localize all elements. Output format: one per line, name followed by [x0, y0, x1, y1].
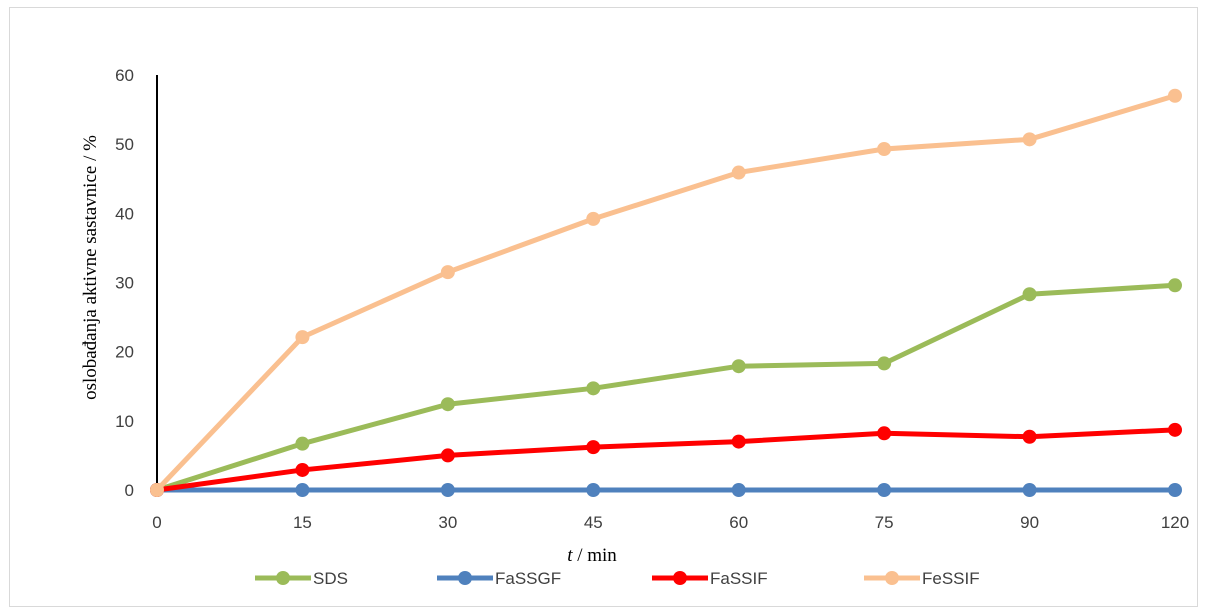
legend-marker: [885, 571, 899, 585]
data-point: [1168, 423, 1182, 437]
legend-item: FeSSIF: [864, 569, 980, 588]
legend-marker: [673, 571, 687, 585]
data-point: [877, 142, 891, 156]
x-tick-label: 75: [875, 513, 894, 532]
y-tick-label: 10: [115, 412, 134, 431]
y-tick-label: 40: [115, 204, 134, 223]
data-point: [441, 448, 455, 462]
data-point: [1168, 89, 1182, 103]
x-tick-label: 60: [729, 513, 748, 532]
series-line: [157, 96, 1175, 490]
legend-label: SDS: [313, 569, 348, 588]
data-point: [441, 397, 455, 411]
x-tick-label: 90: [1020, 513, 1039, 532]
line-chart: 0 10 20 30 40 50 60 0 15 30 45 60 75 90 120 oslobađan…: [0, 0, 1207, 590]
data-point: [732, 483, 746, 497]
x-tick-label: 0: [152, 513, 161, 532]
data-point: [586, 440, 600, 454]
series-fassgf: [150, 483, 1182, 497]
y-tick-label: 50: [115, 135, 134, 154]
legend-label: FaSSIF: [710, 569, 768, 588]
legend-marker: [276, 571, 290, 585]
data-point: [586, 381, 600, 395]
data-point: [586, 212, 600, 226]
data-point: [1023, 483, 1037, 497]
data-point: [877, 426, 891, 440]
series-lines: [150, 89, 1182, 497]
data-point: [1023, 430, 1037, 444]
data-point: [1023, 287, 1037, 301]
y-tick-label: 30: [115, 274, 134, 293]
series-line: [157, 430, 1175, 490]
data-point: [295, 330, 309, 344]
data-point: [1023, 132, 1037, 146]
data-point: [732, 359, 746, 373]
data-point: [732, 435, 746, 449]
data-point: [1168, 278, 1182, 292]
data-point: [877, 483, 891, 497]
x-axis-title-unit: / min: [572, 545, 617, 566]
legend-label: FaSSGF: [495, 569, 561, 588]
legend-marker: [458, 571, 472, 585]
data-point: [295, 463, 309, 477]
y-axis-title: oslobađanja aktivne sastavnice / %: [80, 135, 101, 400]
x-tick-label: 45: [584, 513, 603, 532]
data-point: [732, 166, 746, 180]
legend-item: FaSSIF: [652, 569, 768, 588]
legend-item: SDS: [255, 569, 348, 588]
legend: SDS FaSSGF FaSSIF FeSSIF: [255, 569, 980, 588]
x-tick-label: 120: [1161, 513, 1189, 532]
legend-label: FeSSIF: [922, 569, 980, 588]
data-point: [877, 356, 891, 370]
x-axis-ticks: 0 15 30 45 60 75 90 120: [152, 513, 1189, 532]
data-point: [441, 265, 455, 279]
data-point: [1168, 483, 1182, 497]
y-tick-label: 0: [125, 481, 134, 500]
data-point: [295, 437, 309, 451]
y-axis-ticks: 0 10 20 30 40 50 60: [115, 66, 134, 500]
data-point: [295, 483, 309, 497]
data-point: [586, 483, 600, 497]
y-tick-label: 60: [115, 66, 134, 85]
x-tick-label: 30: [438, 513, 457, 532]
data-point: [150, 483, 164, 497]
y-tick-label: 20: [115, 343, 134, 362]
legend-item: FaSSGF: [437, 569, 561, 588]
data-point: [441, 483, 455, 497]
x-tick-label: 15: [293, 513, 312, 532]
x-axis-title: t / min: [567, 545, 617, 566]
series-line: [157, 285, 1175, 490]
